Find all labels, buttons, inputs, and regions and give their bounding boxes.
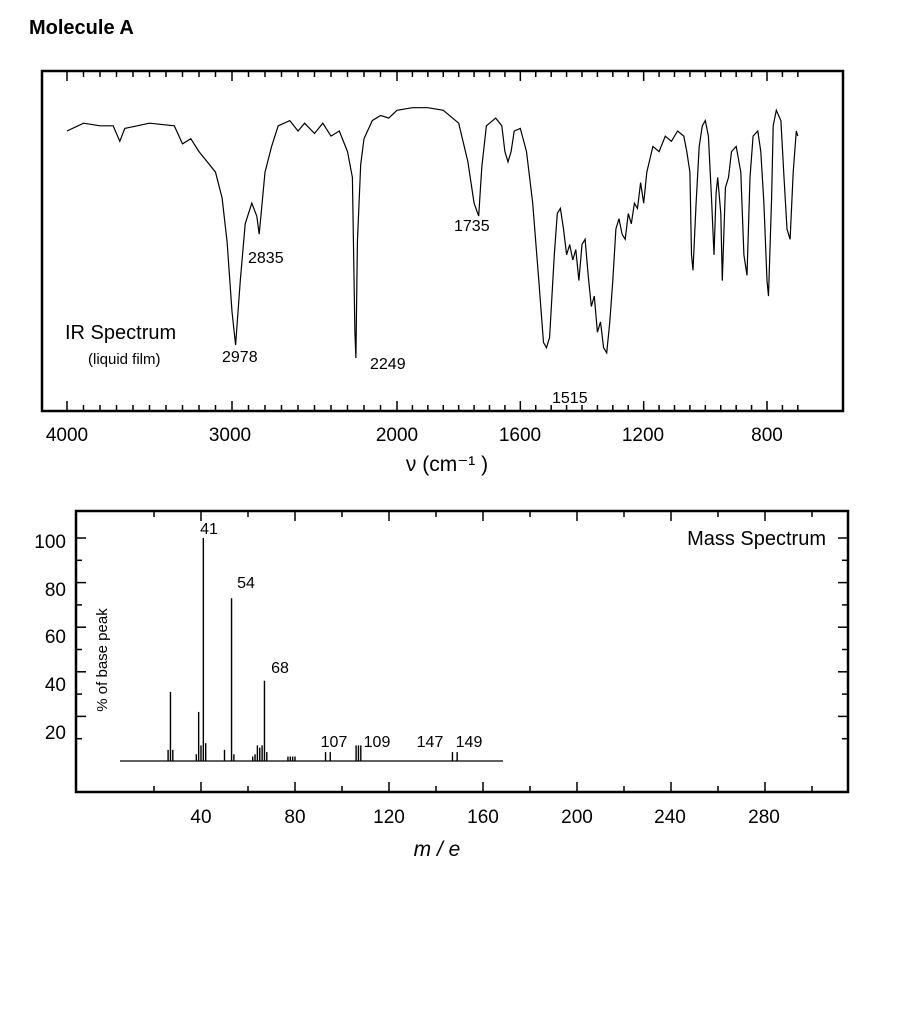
ir-subtitle: (liquid film): [88, 351, 161, 368]
page-title: Molecule A: [29, 17, 134, 39]
ms-peak-label: 107: [321, 734, 348, 751]
ms-x-axis-label: m / e: [414, 838, 461, 861]
ir-x-tick-label: 1200: [622, 425, 664, 446]
ms-y-tick-label: 80: [45, 580, 66, 601]
ms-x-tick-label: 280: [748, 807, 780, 828]
ir-title: IR Spectrum: [65, 322, 176, 344]
ir-x-tick-label: 2000: [376, 425, 418, 446]
ms-peak-label: 41: [200, 521, 218, 538]
ir-x-tick-label: 1600: [499, 425, 541, 446]
ms-peak-label: 109: [364, 734, 391, 751]
ms-x-tick-label: 240: [654, 807, 686, 828]
ir-x-axis-label: ν (cm⁻¹ ): [406, 453, 488, 476]
ir-x-tick-label: 800: [751, 425, 783, 446]
ir-x-tick-label: 3000: [209, 425, 251, 446]
ir-peak-label: 1515: [552, 390, 588, 407]
ms-title: Mass Spectrum: [687, 528, 826, 550]
ms-x-tick-label: 160: [467, 807, 499, 828]
ms-y-tick-label: 60: [45, 627, 66, 648]
ms-peak-label: 68: [271, 660, 289, 677]
ir-spectrum-trace: [66, 107, 799, 359]
ms-plot-frame: [74, 509, 850, 794]
ms-x-tick-label: 40: [190, 807, 211, 828]
ir-tick-marks: [66, 71, 799, 411]
ms-peak-label: 149: [456, 734, 483, 751]
ir-peak-label: 2835: [248, 250, 284, 267]
ms-x-tick-label: 200: [561, 807, 593, 828]
ms-peak-label: 54: [237, 575, 255, 592]
ms-x-tick-label: 120: [373, 807, 405, 828]
ir-spectrum-chart: IR Spectrum (liquid film) 2835 2978 2249…: [40, 69, 845, 476]
ir-peak-label: 2249: [370, 356, 406, 373]
ms-y-tick-label: 20: [45, 723, 66, 744]
ms-y-tick-label: 40: [45, 675, 66, 696]
ir-peak-label: 1735: [454, 218, 490, 235]
ms-tick-marks: [76, 511, 848, 792]
ms-bars: [167, 538, 458, 761]
ms-y-tick-label: 100: [34, 532, 66, 553]
ms-x-tick-label: 80: [284, 807, 305, 828]
mass-spectrum-chart: Mass Spectrum 41 54 68 107 109 147 149 2…: [34, 509, 850, 861]
ms-peak-label: 147: [417, 734, 444, 751]
ms-y-axis-label: % of base peak: [94, 608, 111, 712]
ir-x-tick-label: 4000: [46, 425, 88, 446]
ir-peak-label: 2978: [222, 349, 258, 366]
